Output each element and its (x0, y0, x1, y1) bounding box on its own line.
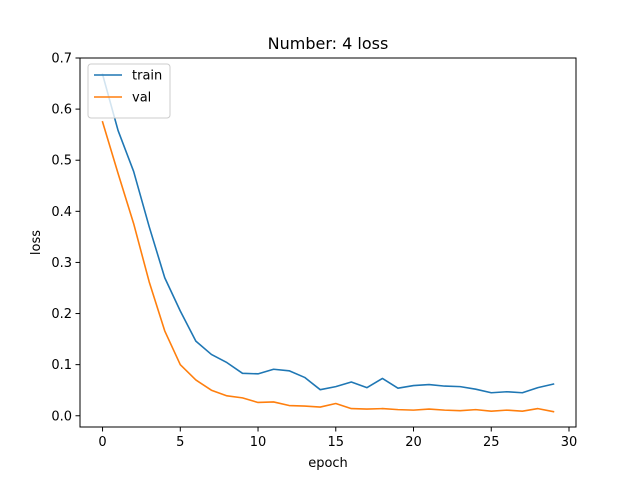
legend-label-val: val (132, 91, 151, 106)
y-tick-label: 0.2 (51, 307, 72, 322)
x-tick-label: 20 (405, 435, 422, 450)
x-tick-label: 30 (561, 435, 578, 450)
legend: train val (87, 63, 171, 119)
x-axis-label: epoch (308, 456, 348, 471)
x-tick-label: 10 (250, 435, 267, 450)
y-tick-label: 0.7 (51, 52, 72, 67)
x-tick-label: 25 (483, 435, 500, 450)
series-line-train (101, 73, 555, 394)
y-axis-label: loss (29, 230, 44, 255)
y-tick-label: 0.5 (51, 154, 72, 169)
plot-frame (79, 57, 577, 428)
series-line-val (101, 120, 555, 413)
y-tick-label: 0.6 (51, 103, 72, 118)
legend-box (87, 63, 171, 119)
x-tick-label: 0 (98, 435, 106, 450)
x-tick-label: 5 (176, 435, 184, 450)
chart-title: Number: 4 loss (268, 34, 389, 53)
y-tick-label: 0.1 (51, 358, 72, 373)
x-tick-label: 15 (328, 435, 345, 450)
y-tick-label: 0.4 (51, 205, 72, 220)
legend-label-train: train (132, 69, 162, 84)
y-tick-label: 0.0 (51, 409, 72, 424)
y-tick-label: 0.3 (51, 256, 72, 271)
